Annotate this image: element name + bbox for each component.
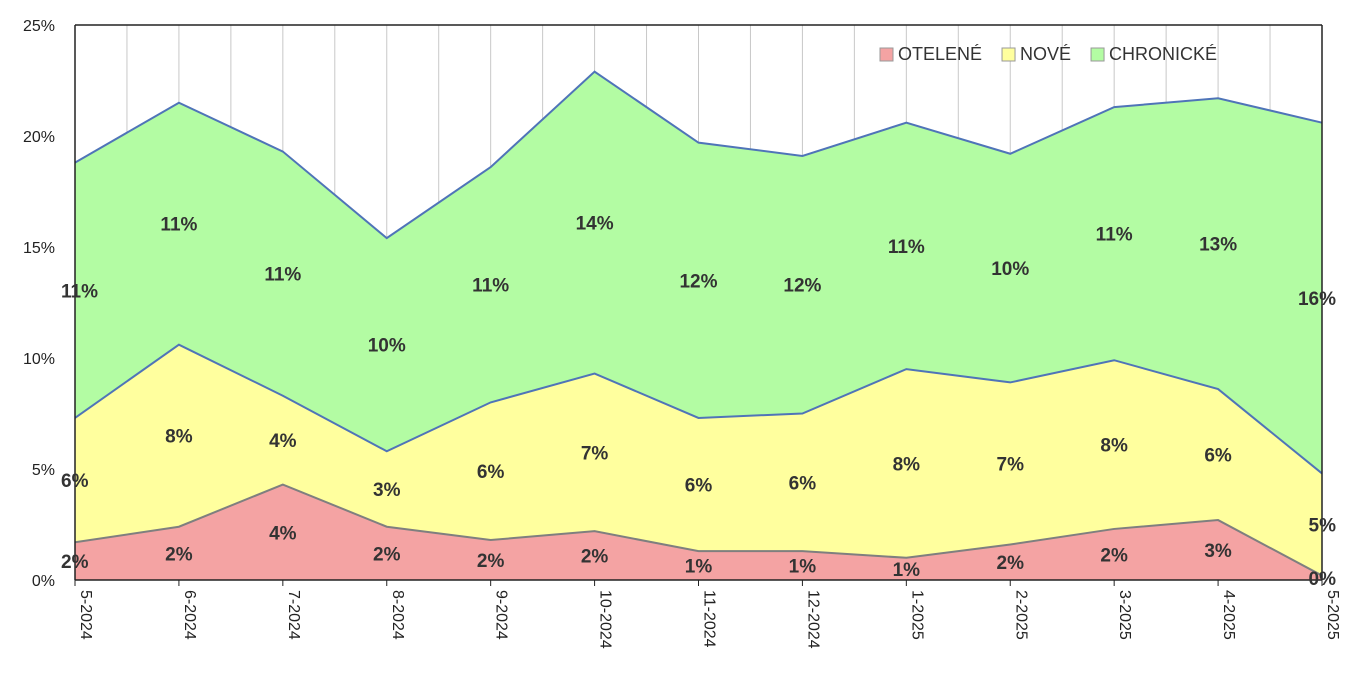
- y-tick-label: 15%: [23, 240, 55, 257]
- data-label-otelene: 3%: [1204, 541, 1232, 562]
- data-label-nove: 6%: [477, 462, 505, 483]
- data-label-chronicke: 12%: [679, 271, 717, 292]
- y-tick-label: 0%: [32, 573, 55, 590]
- data-label-otelene: 4%: [269, 523, 297, 544]
- y-tick-label: 20%: [23, 129, 55, 146]
- data-label-chronicke: 13%: [1199, 235, 1237, 256]
- data-label-nove: 7%: [997, 454, 1025, 475]
- data-label-chronicke: 11%: [264, 265, 301, 286]
- boundary-line-nove: [74, 343, 1323, 475]
- data-label-chronicke: 10%: [368, 336, 406, 357]
- legend-nove-label: NOVÉ: [1020, 44, 1071, 64]
- data-label-nove: 3%: [373, 480, 401, 501]
- data-label-chronicke: 16%: [1298, 289, 1336, 310]
- x-tick-label: 2-2025: [1012, 590, 1029, 640]
- y-tick-label: 5%: [32, 462, 55, 479]
- data-label-nove: 6%: [61, 471, 89, 492]
- data-label-chronicke: 14%: [576, 214, 614, 235]
- legend-otelene-swatch: [879, 47, 894, 62]
- legend-chronicke-label: CHRONICKÉ: [1109, 44, 1217, 64]
- x-tick-label: 12-2024: [804, 590, 821, 649]
- data-label-otelene: 2%: [477, 551, 505, 572]
- data-label-otelene: 2%: [997, 553, 1025, 574]
- x-tick-label: 3-2025: [1116, 590, 1133, 640]
- x-tick-label: 9-2024: [493, 590, 510, 640]
- data-label-chronicke: 11%: [61, 281, 98, 302]
- x-tick-label: 6-2024: [181, 590, 198, 640]
- data-label-nove: 8%: [1100, 436, 1128, 457]
- area-nove: [75, 344, 1322, 576]
- legend-otelene-label: OTELENÉ: [898, 44, 982, 64]
- legend-nove-swatch: [1001, 47, 1016, 62]
- data-label-nove: 8%: [165, 427, 193, 448]
- data-label-otelene: 1%: [685, 557, 713, 578]
- boundary-line-chronicke: [74, 70, 1323, 240]
- data-label-otelene: 2%: [61, 552, 89, 573]
- data-label-chronicke: 11%: [888, 237, 925, 258]
- data-label-chronicke: 12%: [783, 276, 821, 297]
- x-tick-label: 7-2024: [285, 590, 302, 640]
- data-label-nove: 8%: [893, 454, 921, 475]
- data-label-nove: 6%: [1204, 446, 1232, 467]
- data-label-chronicke: 11%: [160, 215, 197, 236]
- legend-chronicke-swatch: [1090, 47, 1105, 62]
- data-label-otelene: 2%: [1100, 545, 1128, 566]
- boundary-line-otelene: [74, 483, 1323, 577]
- area-chronicke: [75, 71, 1322, 474]
- x-tick-label: 5-2025: [1324, 590, 1341, 640]
- data-label-nove: 7%: [581, 443, 609, 464]
- data-label-nove: 6%: [789, 473, 817, 494]
- data-label-otelene: 1%: [789, 557, 817, 578]
- y-tick-label: 25%: [23, 18, 55, 35]
- data-label-otelene: 0%: [1309, 569, 1337, 590]
- x-tick-label: 4-2025: [1220, 590, 1237, 640]
- x-tick-label: 11-2024: [701, 590, 718, 648]
- data-label-nove: 4%: [269, 431, 297, 452]
- data-label-otelene: 1%: [893, 560, 921, 581]
- data-label-chronicke: 10%: [991, 259, 1029, 280]
- x-tick-label: 1-2025: [908, 590, 925, 640]
- data-label-otelene: 2%: [165, 544, 193, 565]
- x-tick-label: 10-2024: [597, 590, 614, 649]
- x-tick-label: 5-2024: [77, 590, 94, 640]
- y-tick-label: 10%: [23, 351, 55, 368]
- area-otelene: [75, 484, 1322, 580]
- data-label-nove: 5%: [1309, 516, 1337, 537]
- data-label-nove: 6%: [685, 476, 713, 497]
- x-tick-label: 8-2024: [389, 590, 406, 640]
- data-label-chronicke: 11%: [472, 276, 509, 297]
- data-label-otelene: 2%: [581, 547, 609, 568]
- data-label-chronicke: 11%: [1096, 225, 1133, 246]
- data-label-otelene: 2%: [373, 544, 401, 565]
